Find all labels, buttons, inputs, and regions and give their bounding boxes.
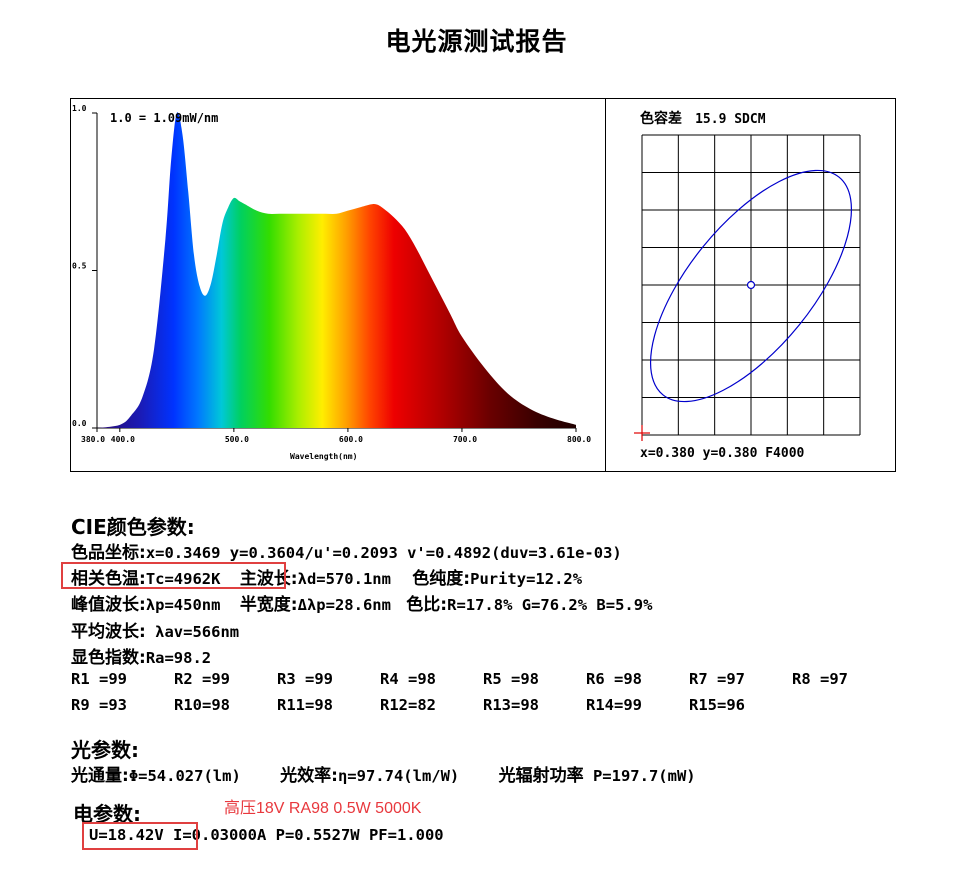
r-value: R6 =98: [586, 670, 642, 688]
r-value: R7 =97: [689, 670, 745, 688]
r-value: R12=82: [380, 696, 436, 714]
sdcm-title-label: 色容差: [640, 111, 682, 127]
photometric-line: 光通量:Φ=54.027(lm) 光效率:η=97.74(lm/W) 光辐射功率…: [71, 761, 696, 786]
efficacy-value: η=97.74(lm/W): [337, 767, 460, 785]
average-wavelength-label: 平均波长:: [71, 622, 146, 642]
luminous-flux-label: 光通量:: [71, 766, 129, 786]
cct-line: 相关色温:Tc=4962K 主波长:λd=570.1nm 色纯度:Purity=…: [71, 564, 582, 589]
photometric-header: 光参数:: [71, 738, 139, 762]
cri-label: 显色指数:: [71, 648, 146, 668]
cri-value: Ra=98.2: [145, 649, 212, 667]
r-values-row-1: R1 =99 R2 =99 R3 =99 R4 =98 R5 =98 R6 =98 R7 =…: [71, 670, 848, 688]
r-value: R10=98: [174, 696, 230, 714]
r-value: R3 =99: [277, 670, 333, 688]
dominant-wavelength-label: 主波长:: [239, 569, 298, 589]
r-value: R4 =98: [380, 670, 436, 688]
chromaticity-line: 色品坐标:x=0.3469 y=0.3604/u'=0.2093 v'=0.48…: [71, 538, 622, 563]
half-width-value: Δλp=28.6nm: [297, 596, 391, 614]
cie-header: CIE颜色参数:: [71, 515, 195, 539]
chromaticity-label: 色品坐标:: [71, 543, 146, 563]
spectrum-annotation: 1.0 = 1.09mW/nm: [110, 111, 219, 125]
chart-divider: [605, 98, 606, 472]
r-values-row-2: R9 =93 R10=98 R11=98 R12=82 R13=98 R14=99 R15=…: [71, 696, 745, 714]
r-value: R2 =99: [174, 670, 230, 688]
color-ratio-label: 色比:: [406, 595, 448, 615]
r-value: R9 =93: [71, 696, 127, 714]
report-title: 电光源测试报告: [385, 27, 568, 56]
cct-highlight-box: [61, 562, 286, 589]
r-value: R11=98: [277, 696, 333, 714]
chromaticity-value: x=0.3469 y=0.3604/u'=0.2093 v'=0.4892(du…: [145, 544, 622, 562]
efficacy-label: 光效率:: [280, 766, 338, 786]
sdcm-footer: x=0.380 y=0.380 F4000: [640, 446, 805, 461]
r-value: R5 =98: [483, 670, 539, 688]
sdcm-title-value: 15.9 SDCM: [695, 112, 766, 127]
radiant-power-label: 光辐射功率: [498, 766, 584, 786]
average-wavelength-value: λav=566nm: [145, 623, 240, 641]
dominant-wavelength-value: λd=570.1nm: [297, 570, 391, 588]
peak-wavelength-label: 峰值波长:: [71, 595, 146, 615]
purity-label: 色纯度:: [412, 569, 471, 589]
r-value: R13=98: [483, 696, 539, 714]
purity-value: Purity=12.2%: [470, 570, 583, 588]
electrical-line: U=18.42V I=0.03000A P=0.5527W PF=1.000: [89, 826, 444, 844]
r-value: R8 =97: [792, 670, 848, 688]
half-width-label: 半宽度:: [239, 595, 298, 615]
cct-value: Tc=4962K: [145, 570, 221, 588]
chart-frame: [70, 98, 896, 472]
voltage-value: U=18.42V: [89, 826, 164, 844]
cri-line: 显色指数:Ra=98.2: [71, 643, 211, 668]
color-ratio-value: R=17.8% G=76.2% B=5.9%: [447, 596, 653, 614]
peak-wavelength-value: λp=450nm: [145, 596, 221, 614]
electrical-values: I=0.03000A P=0.5527W PF=1.000: [163, 826, 444, 844]
voltage-highlight-box: [82, 822, 198, 850]
r-value: R14=99: [586, 696, 642, 714]
peak-line: 峰值波长:λp=450nm 半宽度:Δλp=28.6nm 色比:R=17.8% …: [71, 590, 652, 615]
cct-label: 相关色温:: [71, 569, 146, 589]
annotation-note: 高压18V RA98 0.5W 5000K: [224, 800, 422, 817]
luminous-flux-value: Φ=54.027(lm): [128, 767, 241, 785]
r-value: R1 =99: [71, 670, 127, 688]
sdcm-title: 色容差 15.9 SDCM: [640, 108, 766, 128]
average-wavelength-line: 平均波长: λav=566nm: [71, 617, 239, 642]
spectrum-xlabel: Wavelength(nm): [290, 452, 358, 461]
radiant-power-value: P=197.7(mW): [583, 767, 696, 785]
r-value: R15=96: [689, 696, 745, 714]
